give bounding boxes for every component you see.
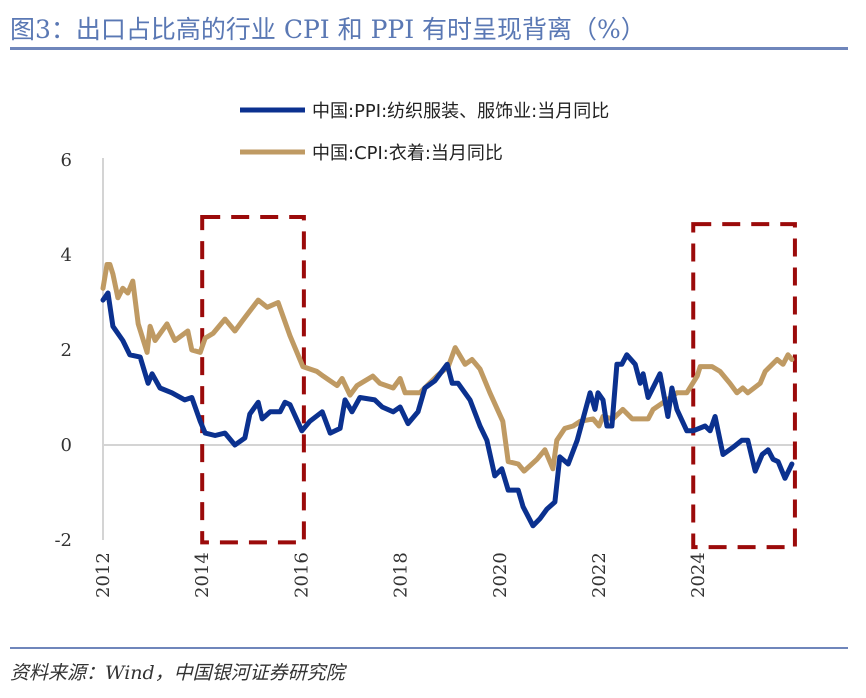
- y-tick-label: 0: [61, 435, 72, 456]
- x-tick-label: 2016: [291, 552, 312, 598]
- legend-label: 中国:CPI:衣着:当月同比: [312, 143, 503, 164]
- x-tick-label: 2020: [490, 552, 511, 598]
- series-lines: [100, 262, 795, 529]
- axes: 6 4 2 0 -2 2012 2014 2016 2018 2020 2022 2024: [54, 150, 795, 598]
- highlight-box: [691, 222, 797, 550]
- y-tick-label: 6: [61, 150, 72, 171]
- figure-title: 图3：出口占比高的行业 CPI 和 PPI 有时呈现背离（%）: [10, 15, 646, 44]
- x-tick-label: 2012: [93, 552, 114, 598]
- x-tick-label: 2018: [391, 552, 412, 598]
- x-tick-label: 2022: [589, 552, 610, 598]
- highlight-boxes: [200, 215, 797, 550]
- series-line: [100, 262, 795, 474]
- title-divider: [10, 47, 848, 50]
- footer-divider: [10, 647, 848, 649]
- highlight-box: [200, 215, 306, 545]
- series-line: [100, 290, 795, 529]
- legend-label: 中国:PPI:纺织服装、服饰业:当月同比: [312, 101, 609, 122]
- y-tick-label: 2: [61, 340, 72, 361]
- y-tick-label: 4: [61, 245, 72, 266]
- source-note: 资料来源：Wind，中国银河证券研究院: [10, 662, 345, 684]
- y-tick-label: -2: [54, 530, 72, 551]
- x-tick-label: 2014: [192, 552, 213, 598]
- x-tick-label: 2024: [688, 552, 709, 598]
